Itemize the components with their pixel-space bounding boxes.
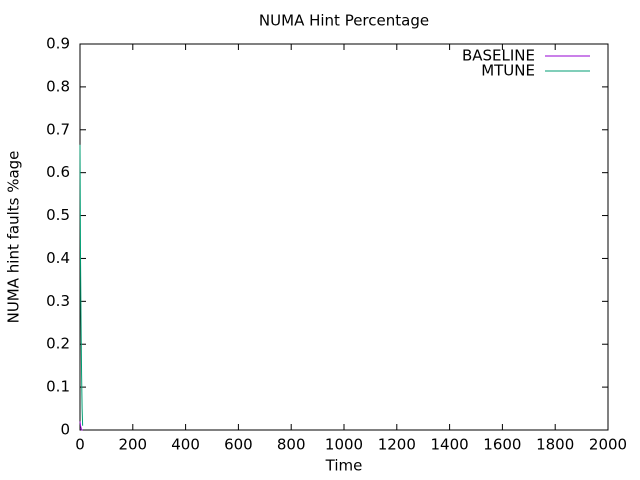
x-tick-label: 1600 <box>483 436 521 454</box>
chart-title: NUMA Hint Percentage <box>259 12 429 30</box>
y-tick-label: 0.8 <box>46 77 70 95</box>
x-tick-label: 200 <box>118 436 147 454</box>
legend-label: MTUNE <box>481 62 535 80</box>
x-tick-label: 1200 <box>378 436 416 454</box>
y-tick-label: 0.3 <box>46 292 70 310</box>
y-tick-label: 0 <box>60 421 70 439</box>
y-axis-label: NUMA hint faults %age <box>5 151 23 324</box>
y-tick-label: 0.9 <box>46 35 70 53</box>
x-axis-label: Time <box>325 457 363 475</box>
x-tick-label: 1000 <box>325 436 363 454</box>
plot-frame <box>79 43 609 431</box>
legend-label: BASELINE <box>462 47 535 65</box>
y-tick-label: 0.2 <box>46 335 70 353</box>
y-tick-label: 0.1 <box>46 378 70 396</box>
y-tick-label: 0.4 <box>46 249 70 267</box>
x-tick-label: 1800 <box>536 436 574 454</box>
x-tick-label: 600 <box>224 436 253 454</box>
x-tick-label: 1400 <box>431 436 469 454</box>
x-tick-label: 0 <box>75 436 85 454</box>
x-tick-label: 800 <box>277 436 306 454</box>
series-line <box>79 144 84 426</box>
x-tick-label: 400 <box>171 436 200 454</box>
y-tick-label: 0.5 <box>46 206 70 224</box>
y-tick-label: 0.7 <box>46 120 70 138</box>
series-line <box>79 421 83 431</box>
y-tick-label: 0.6 <box>46 163 70 181</box>
x-tick-label: 2000 <box>589 436 627 454</box>
